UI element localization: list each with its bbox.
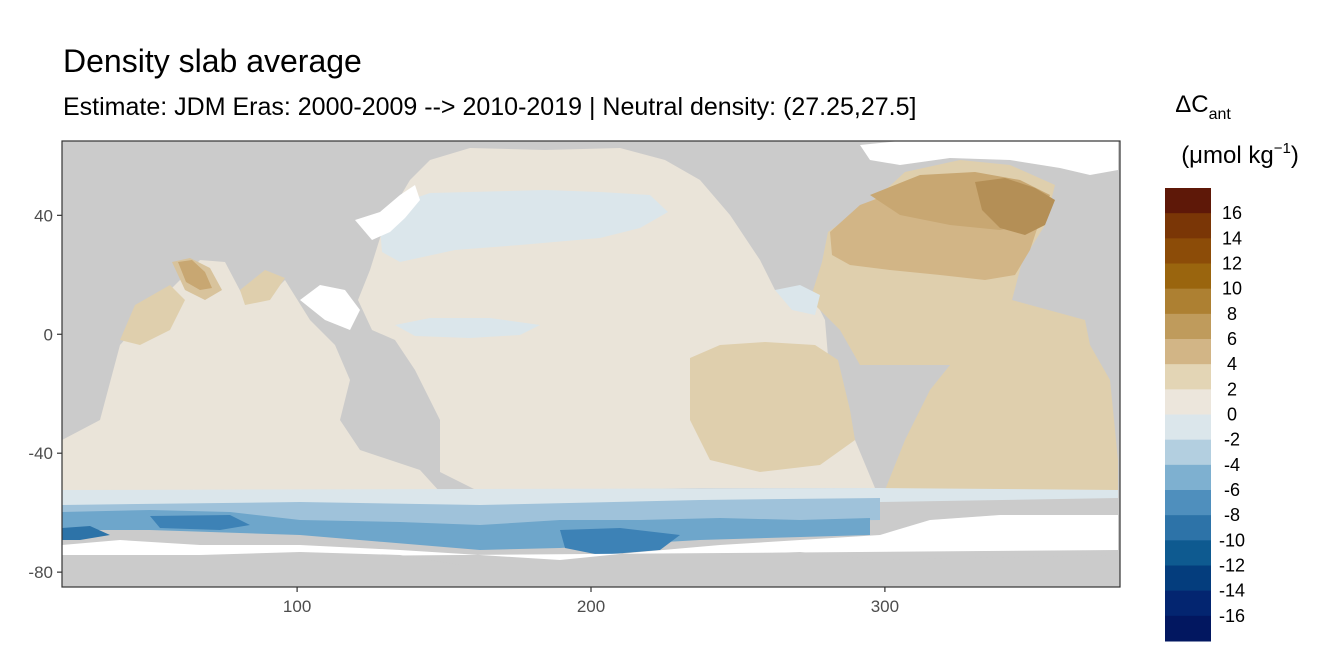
legend-label: 8 [1227,304,1237,324]
legend-label: -4 [1224,455,1240,475]
arabian-sea-core [178,260,212,290]
legend-label: 10 [1222,279,1242,299]
legend-label: 16 [1222,203,1242,223]
legend-title-sub: ant [1209,106,1232,123]
legend-label: 12 [1222,254,1242,274]
legend-swatch [1165,590,1211,617]
legend-labels: 16 14 12 10 8 6 4 2 0 -2 -4 -6 -8 -10 -12 -14 -16 [1219,203,1245,626]
north-pacific-subpolar [380,190,668,262]
legend-swatch [1165,490,1211,516]
legend-label: 4 [1227,354,1237,374]
legend-label: 14 [1222,228,1242,248]
map-area [62,141,1120,587]
eastern-tropical-pacific-blue [775,285,820,315]
legend-label: -2 [1224,430,1240,450]
legend-unit-close: ) [1291,142,1299,169]
west-indian-tan [120,285,185,345]
y-tick-label: 40 [34,206,53,225]
legend-swatch [1165,188,1211,214]
legend-unit-sup: −1 [1274,140,1291,157]
southern-ocean-darkest-1 [150,515,250,530]
y-tick-label: -40 [28,444,53,463]
north-atlantic-max [975,178,1055,235]
legend-label: 0 [1227,405,1237,425]
x-tick-label: 300 [871,597,899,616]
y-axis: 40 0 -40 -80 [28,206,62,582]
legend-label: 2 [1227,379,1237,399]
legend-swatch [1165,263,1211,290]
legend-swatch [1165,213,1211,239]
legend-label: -12 [1219,556,1245,576]
legend-swatch [1165,288,1211,315]
legend-label: -14 [1219,581,1245,601]
legend-title: ΔCant [1175,91,1231,123]
legend-swatch [1165,565,1211,592]
south-east-pacific-tan [690,342,855,472]
legend-swatch [1165,238,1211,264]
legend-title-main: ΔC [1175,91,1208,118]
chart-title: Density slab average [63,43,362,79]
legend-swatch [1165,439,1211,466]
legend-label: 6 [1227,329,1237,349]
indonesia-nodata [300,285,360,330]
legend-swatch [1165,414,1211,441]
legend: ΔCant (μmol kg−1) 16 14 12 10 8 6 4 2 0 -2 -4 -6 -8 -… [1165,91,1299,642]
antarctic-nodata [62,515,1118,560]
legend-swatch [1165,339,1211,365]
legend-swatch [1165,464,1211,491]
southern-ocean-darkest-3 [62,526,110,540]
southern-ocean-darkest-2 [560,528,680,555]
legend-label: -16 [1219,606,1245,626]
chart-subtitle: Estimate: JDM Eras: 2000-2009 --> 2010-2… [63,93,917,121]
legend-swatch [1165,389,1211,415]
legend-unit: (μmol kg−1) [1181,140,1299,169]
equatorial-light-blue [395,318,540,338]
arctic-nodata [860,141,1118,175]
y-tick-label: 0 [44,325,53,344]
legend-swatch [1165,515,1211,541]
north-pacific-nodata [355,185,420,240]
antarctic-land [62,552,1118,587]
legend-swatch [1165,540,1211,566]
x-tick-label: 200 [577,597,605,616]
legend-swatches [1165,188,1211,642]
legend-unit-open: (μmol kg [1181,142,1274,169]
x-tick-label: 100 [283,597,311,616]
x-axis: 100 200 300 [283,587,899,616]
bay-of-bengal [240,270,285,305]
legend-label: -8 [1224,505,1240,525]
legend-swatch [1165,313,1211,340]
legend-label: -10 [1219,530,1245,550]
legend-swatch [1165,364,1211,390]
legend-label: -6 [1224,480,1240,500]
y-tick-label: -80 [28,563,53,582]
legend-swatch [1165,615,1211,642]
